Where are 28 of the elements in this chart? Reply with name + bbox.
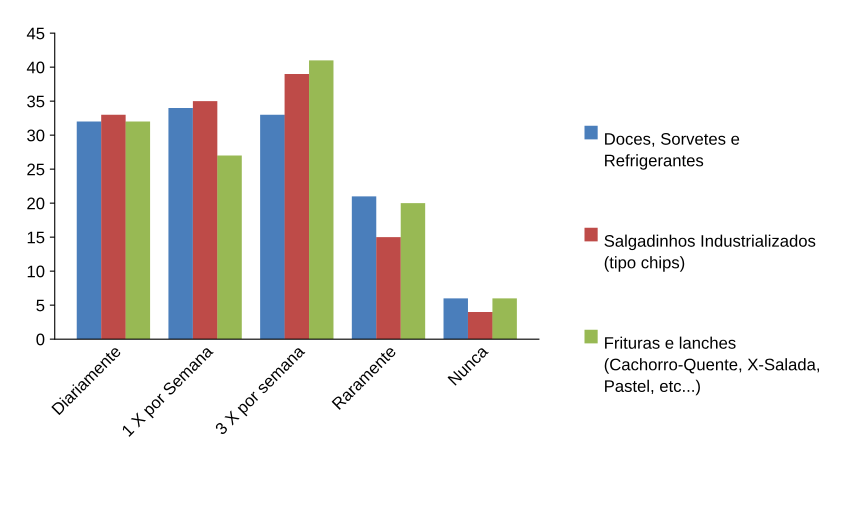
y-tick-label: 25 <box>27 164 44 176</box>
bar <box>468 312 492 340</box>
y-tick-label: 40 <box>26 62 44 74</box>
y-tick-label: 10 <box>28 266 44 278</box>
bar <box>309 60 334 340</box>
legend-label: Salgadinhos Industrializados (tipo chips) <box>604 234 816 272</box>
bar <box>352 196 376 340</box>
bar <box>192 101 218 340</box>
bar <box>101 114 126 340</box>
bar <box>260 114 285 340</box>
bar <box>444 298 468 340</box>
bar <box>168 108 193 340</box>
y-tick-label: 30 <box>27 130 44 142</box>
bar <box>76 122 102 340</box>
legend-label: Doces, Sorvetes e Refrigerantes <box>605 133 740 170</box>
y-tick-label: 5 <box>36 300 44 312</box>
legend-label: Frituras e lanches (Cachorro-Quente, X-Salada, Pastel, etc...) <box>604 336 819 396</box>
bar <box>284 74 310 340</box>
bar <box>400 203 426 340</box>
y-tick-label: 35 <box>27 96 44 108</box>
y-tick-label: 0 <box>36 334 44 346</box>
y-tick-label: 20 <box>27 198 44 210</box>
y-tick-label: 45 <box>26 28 44 40</box>
bar <box>217 156 242 340</box>
bar <box>376 237 401 340</box>
bar <box>492 298 517 340</box>
bar <box>126 122 150 340</box>
y-tick-label: 15 <box>28 232 44 244</box>
